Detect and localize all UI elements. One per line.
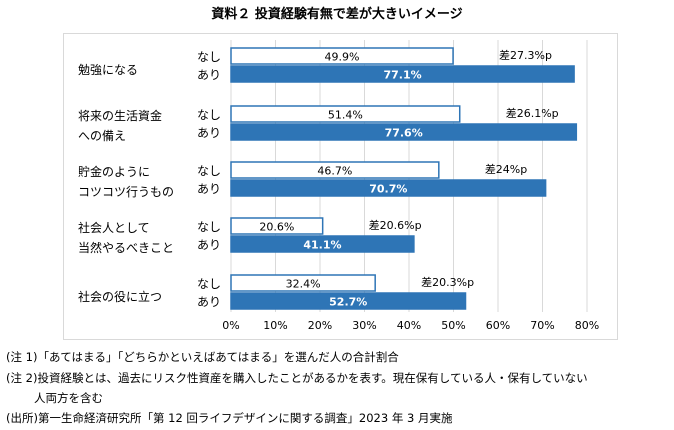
diff-label: 差26.1%p [506,106,559,120]
bar-ari [230,235,415,253]
chart-frame [63,33,618,340]
diff-label: 差20.3%p [421,275,474,289]
series-label-nashi: なし [197,220,221,234]
category-label: コツコツ行うもの [78,185,174,199]
series-label-nashi: なし [197,277,221,291]
series-label-ari: あり [197,68,221,82]
category-label: 社会人として [78,220,150,235]
series-label-ari: あり [197,126,221,140]
diff-label: 差27.3%p [499,48,552,62]
note-2: (注 2)投資経験とは、過去にリスク性資産を購入したことがあるかを表す。現在保有… [6,371,588,385]
category-label: 当然やるべきこと [78,240,174,255]
category-label: 貯金のように [78,164,150,179]
chart-title: 資料２ 投資経験有無で差が大きいイメージ [211,7,463,22]
data-label: 77.1% [383,69,421,82]
x-tick-label: 80% [575,319,599,332]
data-label: 51.4% [328,109,363,122]
category-label: への備え [78,128,126,143]
bar-nashi [230,161,440,179]
note-1: (注 1)「あてはまる」「どちらかといえばあてはまる」を選んだ人の合計割合 [6,350,399,364]
bar-nashi [230,47,454,65]
x-tick-label: 30% [352,319,376,332]
source-note: (出所)第一生命経済研究所「第 12 回ライフデザインに関する調査」2023 年… [6,411,453,425]
diff-label: 差20.6%p [369,218,422,232]
bar-nashi [230,105,461,123]
data-label: 41.1% [303,239,341,252]
category-label: 勉強になる [78,63,138,77]
data-label: 77.6% [385,127,423,140]
x-tick-label: 40% [397,319,421,332]
data-label: 49.9% [325,51,360,64]
series-label-nashi: なし [197,50,221,64]
bar-ari [230,123,578,141]
series-label-nashi: なし [197,108,221,122]
data-label: 52.7% [329,296,367,309]
series-label-ari: あり [197,295,221,309]
bar-ari [230,179,547,197]
x-tick-label: 70% [530,319,554,332]
category-label: 社会の役に立つ [78,289,162,304]
bar-ari [230,65,575,83]
x-tick-label: 50% [441,319,465,332]
x-tick-label: 20% [308,319,332,332]
series-label-ari: あり [197,238,221,252]
data-label: 32.4% [286,278,321,291]
data-label: 70.7% [369,183,407,196]
bar-nashi [230,217,324,235]
data-label: 46.7% [317,165,352,178]
x-tick-label: 0% [222,319,239,332]
series-label-nashi: なし [197,164,221,178]
diff-label: 差24%p [485,162,527,176]
x-tick-label: 10% [263,319,287,332]
category-label: 将来の生活資金 [78,108,162,123]
note-2-cont: 人両方を含む [34,391,103,405]
bar-ari [230,292,467,310]
bar-nashi [230,274,376,292]
x-tick-label: 60% [486,319,510,332]
series-label-ari: あり [197,182,221,196]
data-label: 20.6% [259,221,294,234]
